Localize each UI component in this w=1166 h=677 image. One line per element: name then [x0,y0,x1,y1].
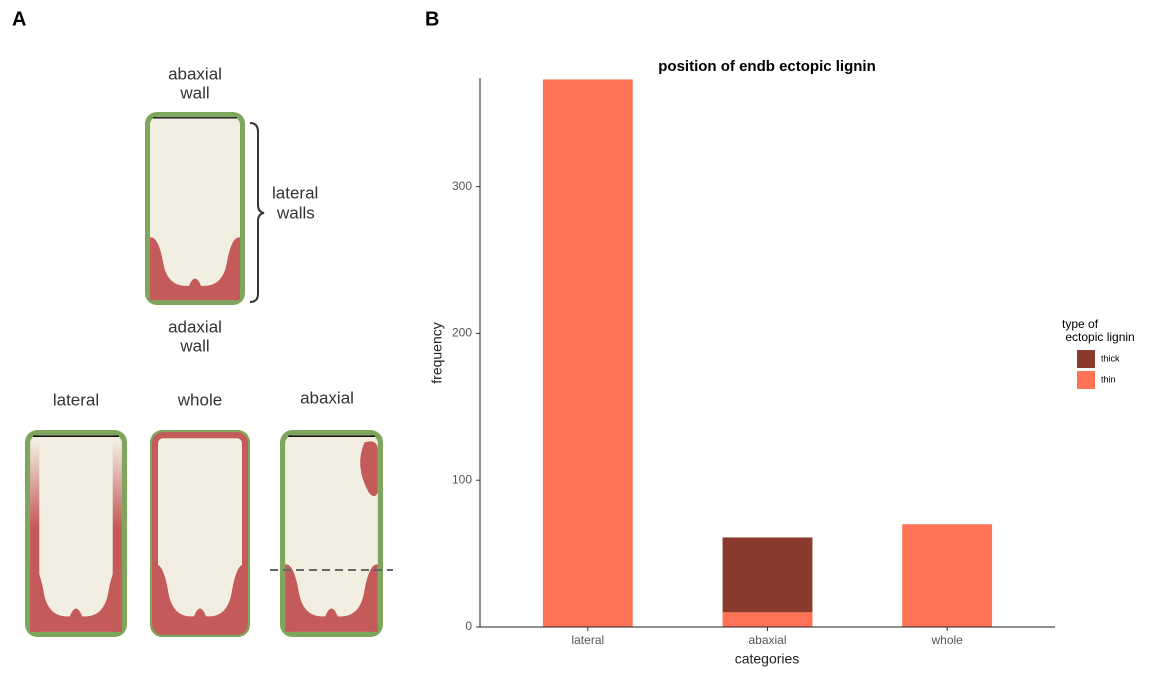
legend-title: type of [1062,317,1099,331]
diagram-label: abaxial [168,64,222,83]
legend-title: ectopic lignin [1062,330,1135,344]
bar [902,524,993,627]
cell [144,111,246,306]
variant-label: whole [177,390,222,409]
x-tick-label: lateral [571,633,604,647]
legend-key [1077,371,1095,389]
panel-label: A [12,8,26,30]
y-tick-label: 300 [452,179,472,193]
chart-title: position of endb ectopic lignin [658,58,876,75]
legend-label: thin [1101,374,1116,384]
bar [542,79,633,628]
x-tick-label: abaxial [748,633,786,647]
chart: position of endb ectopic lignin categori… [429,58,876,667]
panel-label: B [425,8,439,30]
x-axis-label: categories [735,651,800,667]
x-tick-label: whole [931,633,964,647]
y-tick-label: 100 [452,472,472,486]
y-tick-label: 0 [465,619,472,633]
cell [279,429,384,638]
diagram-label: wall [179,336,209,355]
bar [722,537,813,613]
y-axis-label: frequency [429,322,445,383]
cell [24,429,128,638]
diagram-label: lateral [272,183,318,202]
legend-label: thick [1101,353,1120,363]
variant-label: abaxial [300,388,354,407]
diagram-label: adaxial [168,317,222,336]
brace [249,122,265,303]
legend-key [1077,350,1095,368]
diagram-label: walls [276,203,315,222]
cell [149,429,251,638]
variant-label: lateral [53,390,99,409]
y-tick-label: 200 [452,326,472,340]
bar [722,612,813,627]
diagram: abaxial wall lateral walls adaxial wall … [24,64,393,638]
diagram-label: wall [179,83,209,102]
